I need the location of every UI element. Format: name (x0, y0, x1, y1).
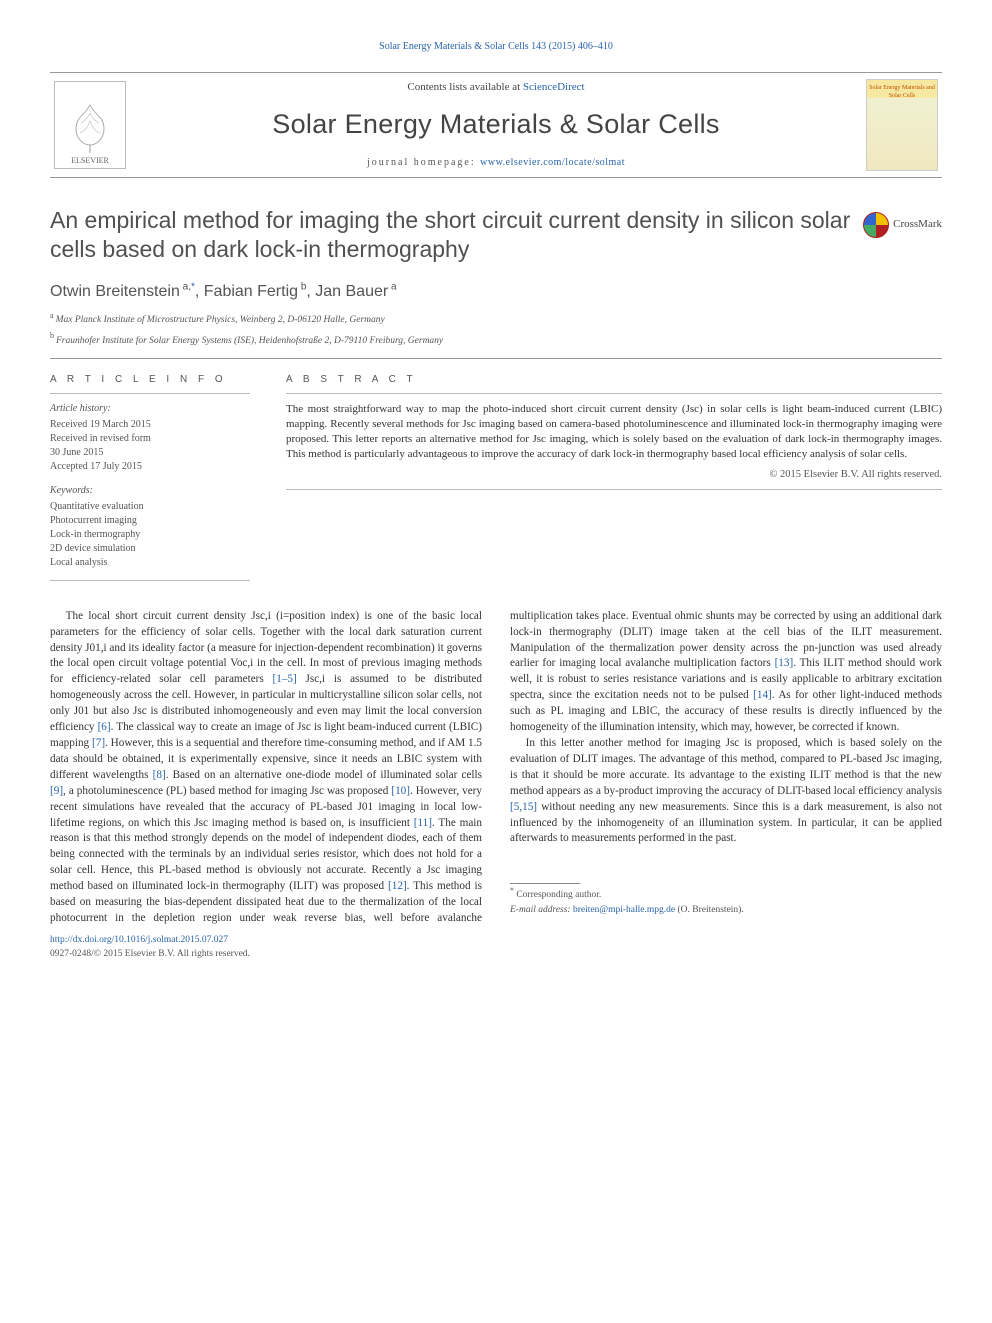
abstract-heading: A B S T R A C T (286, 373, 942, 387)
author-aff: a (183, 282, 189, 293)
divider (50, 580, 250, 581)
homepage-prefix: journal homepage: (367, 157, 480, 168)
article-info-col: A R T I C L E I N F O Article history: R… (50, 373, 250, 589)
divider (50, 358, 942, 359)
email-who: (O. Breitenstein). (675, 905, 744, 915)
author-aff: a (391, 282, 397, 293)
history-label: Article history: (50, 402, 250, 416)
abstract-text: The most straightforward way to map the … (286, 402, 942, 463)
ref-link[interactable]: [10] (391, 785, 410, 797)
body-text: The local short circuit current density … (50, 609, 942, 927)
author: Fabian Fertig (204, 283, 298, 300)
keyword: Photocurrent imaging (50, 514, 250, 528)
history-line: Received in revised form (50, 432, 250, 446)
ref-link[interactable]: [5,15] (510, 801, 537, 813)
footnote-rule (510, 883, 580, 884)
affil-text: Max Planck Institute of Microstructure P… (56, 315, 385, 325)
author-line: Otwin Breitenstein a,*, Fabian Fertig b,… (50, 281, 942, 303)
history-line: Received 19 March 2015 (50, 418, 250, 432)
email-link[interactable]: breiten@mpi-halle.mpg.de (573, 905, 675, 915)
doi-link[interactable]: http://dx.doi.org/10.1016/j.solmat.2015.… (50, 935, 228, 945)
affiliation: bFraunhofer Institute for Solar Energy S… (50, 334, 942, 348)
abstract-copyright: © 2015 Elsevier B.V. All rights reserved… (286, 468, 942, 483)
corr-marker-icon: * (191, 282, 195, 293)
ref-link[interactable]: [1–5] (273, 673, 297, 685)
author: Otwin Breitenstein (50, 283, 180, 300)
keyword: 2D device simulation (50, 542, 250, 556)
history-line: Accepted 17 July 2015 (50, 460, 250, 474)
corr-label: Corresponding author. (516, 890, 601, 900)
keyword: Local analysis (50, 556, 250, 570)
article-title: An empirical method for imaging the shor… (50, 206, 851, 265)
keyword: Lock-in thermography (50, 528, 250, 542)
running-head: Solar Energy Materials & Solar Cells 143… (50, 40, 942, 54)
body-span: In this letter another method for imagin… (510, 737, 942, 797)
homepage-line: journal homepage: www.elsevier.com/locat… (126, 156, 866, 170)
divider (286, 393, 942, 394)
contents-prefix: Contents lists available at (407, 81, 522, 93)
ref-link[interactable]: [11] (414, 817, 432, 829)
ref-link[interactable]: [9] (50, 785, 63, 797)
affiliation: aMax Planck Institute of Microstructure … (50, 313, 942, 327)
homepage-link[interactable]: www.elsevier.com/locate/solmat (480, 157, 625, 168)
issn-line: 0927-0248/© 2015 Elsevier B.V. All right… (50, 947, 942, 961)
divider (286, 489, 942, 490)
ref-link[interactable]: [12] (388, 880, 407, 892)
journal-cover-thumb: Solar Energy Materials and Solar Cells (866, 79, 938, 171)
email-label: E-mail address: (510, 905, 573, 915)
ref-link[interactable]: [6] (98, 721, 111, 733)
keywords-label: Keywords: (50, 484, 250, 498)
body-span: . Based on an alternative one-diode mode… (166, 769, 482, 781)
contents-line: Contents lists available at ScienceDirec… (126, 80, 866, 95)
publisher-logo: ELSEVIER (54, 81, 126, 169)
crossmark-label: CrossMark (893, 217, 942, 232)
corr-marker-icon: * (510, 886, 514, 895)
body-span: without needing any new measurements. Si… (510, 801, 942, 845)
keyword: Quantitative evaluation (50, 500, 250, 514)
history-line: 30 June 2015 (50, 446, 250, 460)
publisher-name: ELSEVIER (71, 155, 109, 166)
journal-header: ELSEVIER Contents lists available at Sci… (50, 72, 942, 178)
author: Jan Bauer (315, 283, 388, 300)
sciencedirect-link[interactable]: ScienceDirect (523, 81, 585, 93)
ref-link[interactable]: [7] (92, 737, 105, 749)
journal-name: Solar Energy Materials & Solar Cells (126, 106, 866, 144)
body-span: , a photoluminescence (PL) based method … (63, 785, 391, 797)
crossmark-badge[interactable]: CrossMark (863, 212, 942, 238)
divider (50, 393, 250, 394)
crossmark-icon (863, 212, 889, 238)
header-center: Contents lists available at ScienceDirec… (126, 80, 866, 169)
elsevier-tree-icon (67, 99, 113, 155)
abstract-col: A B S T R A C T The most straightforward… (286, 373, 942, 589)
page-footer: http://dx.doi.org/10.1016/j.solmat.2015.… (50, 933, 942, 962)
author-aff: b (301, 282, 307, 293)
footnotes: * Corresponding author. E-mail address: … (510, 883, 942, 917)
ref-link[interactable]: [13] (775, 657, 794, 669)
affil-text: Fraunhofer Institute for Solar Energy Sy… (56, 336, 443, 346)
ref-link[interactable]: [8] (153, 769, 166, 781)
article-info-heading: A R T I C L E I N F O (50, 373, 250, 387)
ref-link[interactable]: [14] (753, 689, 772, 701)
